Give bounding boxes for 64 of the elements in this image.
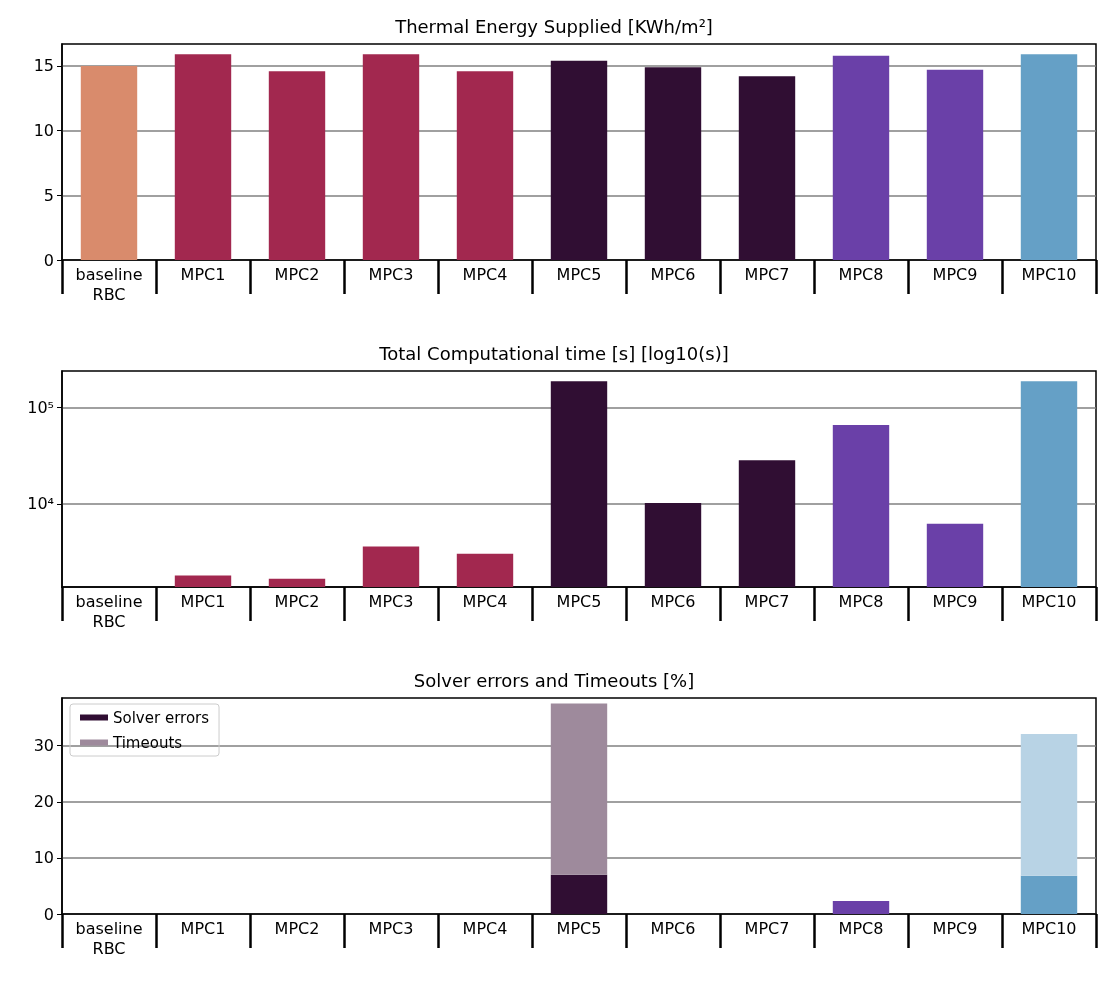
x-tick-label: MPC4 [462,918,508,938]
bar [644,67,702,260]
x-tick-label: MPC8 [838,918,884,938]
x-tick-label: MPC7 [744,918,790,938]
x-tick-label: MPC1 [180,591,226,611]
x-tick-label: MPC6 [650,918,696,938]
x-tick-label: baseline RBC [75,264,143,304]
y-tick-label: 10⁵ [27,397,54,417]
bar [832,901,890,914]
legend-label: Solver errors [113,708,210,727]
bar [268,71,326,260]
x-tick-label: MPC9 [932,918,978,938]
bar [926,69,984,260]
x-tick-label: MPC9 [932,591,978,611]
x-tick-label: MPC3 [368,918,414,938]
y-tick-label: 10 [33,121,54,141]
legend-label: Timeouts [112,733,183,752]
y-tick-label: 30 [33,736,54,756]
x-tick-label: MPC2 [274,591,320,611]
x-tick-label: MPC10 [1021,264,1077,284]
x-tick-label: MPC6 [650,264,696,284]
y-tick-label: 0 [43,904,54,924]
bar [174,54,232,260]
x-tick-label: MPC1 [180,264,226,284]
y-tick-label: 5 [43,185,54,205]
x-tick-label: MPC1 [180,918,226,938]
x-tick-label: MPC3 [368,264,414,284]
x-tick-label: MPC5 [556,918,602,938]
bar [832,55,890,260]
x-tick-label: MPC6 [650,591,696,611]
x-tick-label: MPC5 [556,264,602,284]
x-tick-label: MPC3 [368,591,414,611]
bar [1020,875,1078,914]
y-tick-label: 15 [33,56,54,76]
chart-title: Solver errors and Timeouts [%] [413,669,695,691]
x-tick-label: MPC7 [744,591,790,611]
bar [80,65,138,260]
chart-title: Total Computational time [s] [log10(s)] [378,342,729,364]
x-tick-label: MPC10 [1021,591,1077,611]
x-tick-label: MPC2 [274,918,320,938]
x-tick-label: MPC4 [462,264,508,284]
x-tick-label: MPC7 [744,264,790,284]
x-tick-label: baseline RBC [75,591,143,631]
bar [456,71,514,260]
x-tick-label: MPC8 [838,591,884,611]
y-tick-label: 0 [43,250,54,270]
y-tick-label: 10 [33,848,54,868]
x-tick-label: MPC8 [838,264,884,284]
x-tick-label: MPC10 [1021,918,1077,938]
bar [550,703,608,875]
y-tick-label: 10⁴ [27,494,54,514]
bar [1020,54,1078,260]
y-tick-label: 20 [33,792,54,812]
chart-title: Thermal Energy Supplied [KWh/m²] [394,15,713,37]
bar [1020,733,1078,876]
bar [738,76,796,260]
x-tick-label: MPC5 [556,591,602,611]
x-tick-label: MPC2 [274,264,320,284]
bar [550,874,608,914]
bar [550,60,608,260]
bar [362,54,420,260]
x-tick-label: MPC9 [932,264,978,284]
x-tick-label: baseline RBC [75,918,143,958]
x-tick-label: MPC4 [462,591,508,611]
